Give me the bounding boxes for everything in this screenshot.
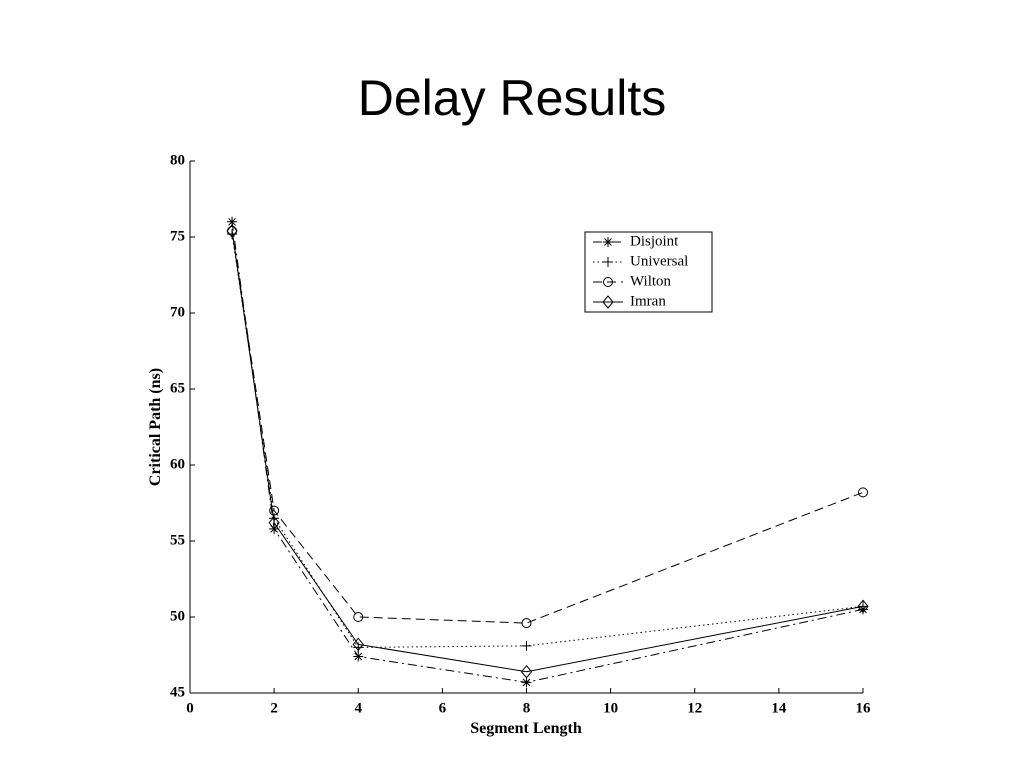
legend-marker — [603, 277, 614, 287]
y-tick-label: 50 — [170, 608, 185, 624]
x-tick-label: 0 — [186, 700, 194, 716]
data-point — [857, 599, 869, 614]
slide-title: Delay Results — [358, 70, 666, 126]
series-line — [231, 233, 864, 648]
legend: Disjoint Universal Wilton Imran — [584, 231, 713, 313]
x-axis-label: Segment Length — [470, 720, 582, 737]
x-tick-label: 14 — [771, 700, 787, 716]
legend-marker — [603, 237, 613, 247]
data-point — [521, 677, 532, 688]
y-tick-label: 60 — [170, 456, 185, 472]
x-tick-label: 16 — [856, 700, 872, 716]
series-line — [231, 221, 864, 683]
data-point — [520, 664, 533, 679]
data-point — [226, 224, 238, 238]
x-tick-label: 8 — [523, 700, 531, 716]
data-point — [521, 618, 532, 629]
data-point — [353, 612, 364, 622]
x-tick-label: 2 — [270, 700, 278, 716]
y-tick-label: 45 — [170, 684, 185, 700]
y-tick-label: 55 — [170, 532, 185, 548]
x-tick-label: 12 — [687, 700, 702, 716]
legend-label: Disjoint — [630, 233, 679, 249]
data-point — [353, 651, 364, 662]
data-point — [521, 640, 532, 651]
y-tick-label: 80 — [170, 152, 185, 168]
y-tick-label: 75 — [170, 228, 185, 244]
data-point — [268, 515, 280, 530]
legend-label: Universal — [630, 253, 688, 269]
x-tick-label: 6 — [439, 700, 447, 716]
series-line — [231, 230, 864, 673]
legend-label: Wilton — [630, 273, 672, 289]
legend-marker — [603, 257, 613, 267]
series-line — [231, 230, 864, 624]
data-point — [352, 637, 364, 652]
legend-marker — [602, 295, 614, 309]
y-tick-label: 65 — [170, 380, 185, 396]
x-tick-label: 4 — [355, 700, 363, 716]
data-point — [227, 216, 238, 227]
x-tick-label: 10 — [603, 700, 618, 716]
y-axis-label: Critical Path (ns) — [147, 368, 164, 486]
legend-label: Imran — [630, 293, 666, 309]
y-tick-label: 70 — [170, 304, 185, 320]
data-point — [858, 487, 869, 498]
